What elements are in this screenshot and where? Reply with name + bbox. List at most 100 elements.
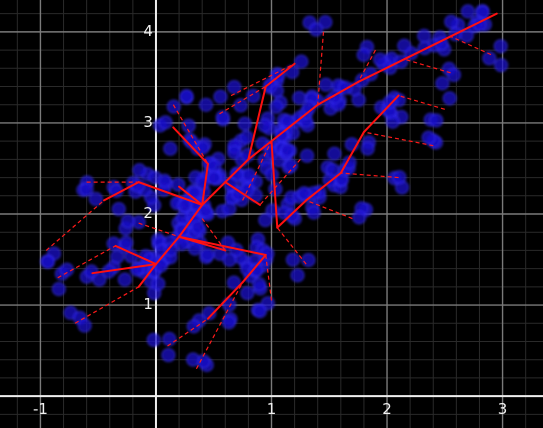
branch-edge — [178, 235, 267, 256]
data-point — [240, 286, 255, 301]
branch-edge — [264, 62, 296, 88]
data-point — [187, 185, 202, 200]
data-point — [111, 202, 126, 217]
dashed-edge — [305, 199, 353, 220]
data-point — [249, 263, 264, 278]
data-point — [88, 191, 103, 206]
data-point — [292, 90, 307, 105]
branch-edge — [224, 181, 261, 206]
data-point — [146, 332, 161, 347]
y-tick-label: 4 — [143, 22, 153, 40]
branch-network — [91, 12, 498, 320]
data-point — [222, 252, 237, 267]
branch-edge — [178, 203, 204, 238]
branch-edge — [305, 172, 342, 202]
x-tick-label: 2 — [382, 400, 392, 418]
branch-edge — [137, 263, 157, 288]
dashed-connections — [45, 31, 492, 370]
data-point — [294, 54, 309, 69]
dashed-edge — [357, 49, 377, 83]
data-point — [117, 272, 132, 287]
data-point — [493, 39, 508, 54]
data-point — [429, 113, 444, 128]
data-point — [352, 210, 367, 225]
data-point — [92, 272, 107, 287]
data-point — [162, 332, 177, 347]
data-point — [227, 145, 242, 160]
data-point — [252, 277, 267, 292]
branch-edge — [201, 181, 227, 206]
x-tick-label: 1 — [267, 400, 277, 418]
dashed-edge — [242, 140, 273, 201]
data-point — [239, 130, 254, 145]
branch-edge — [362, 94, 400, 134]
data-point — [164, 242, 179, 257]
data-point — [356, 47, 371, 62]
branch-edge — [247, 85, 267, 161]
branch-edge — [449, 12, 498, 38]
data-point — [285, 208, 300, 223]
branch-edge — [91, 263, 157, 275]
data-point — [179, 89, 194, 104]
data-point — [186, 352, 201, 367]
branch-edge — [224, 158, 250, 184]
data-point — [373, 52, 388, 67]
data-point — [309, 22, 324, 37]
branch-edge — [102, 181, 140, 202]
data-point — [237, 116, 252, 131]
branch-edge — [172, 126, 209, 165]
data-point — [297, 186, 312, 201]
dashed-edge — [259, 158, 301, 206]
data-point — [360, 141, 375, 156]
data-point — [158, 115, 173, 130]
branch-edge — [293, 103, 319, 124]
data-point — [327, 146, 342, 161]
data-point — [199, 97, 214, 112]
data-point — [301, 253, 316, 268]
branch-edge — [276, 199, 308, 229]
data-point — [215, 110, 230, 125]
data-point — [318, 15, 333, 30]
data-point — [77, 318, 92, 333]
dashed-edge — [57, 245, 116, 279]
data-point — [397, 38, 412, 53]
dashed-edge — [45, 199, 105, 251]
data-point — [285, 252, 300, 267]
data-point — [106, 236, 121, 251]
branch-edge — [270, 140, 279, 229]
branch-edge — [114, 244, 157, 266]
dashed-edge — [317, 31, 325, 105]
data-point — [40, 254, 55, 269]
dashed-edge — [167, 318, 209, 347]
data-point — [213, 89, 228, 104]
data-point — [226, 275, 241, 290]
dashed-edge — [450, 35, 492, 56]
data-point — [318, 77, 333, 92]
data-point — [206, 170, 221, 185]
y-tick-label: 1 — [143, 295, 153, 313]
data-point — [482, 51, 497, 66]
branch-edge — [201, 162, 209, 206]
dashed-edge — [398, 95, 445, 110]
data-point — [252, 304, 267, 319]
data-point — [157, 173, 172, 188]
tick-labels: -1 1 2 3 1 2 3 4 — [33, 22, 507, 418]
branch-edge — [241, 253, 267, 284]
data-point — [421, 130, 436, 145]
data-point — [242, 168, 257, 183]
data-point — [110, 249, 125, 264]
data-point — [444, 14, 459, 29]
data-point — [257, 118, 272, 133]
branch-edge — [247, 140, 273, 161]
branch-edge — [178, 185, 204, 206]
data-point — [460, 4, 475, 19]
dashed-edge — [195, 282, 244, 370]
data-point — [190, 220, 205, 235]
data-point — [258, 213, 273, 228]
y-tick-label: 2 — [143, 204, 153, 222]
data-point — [161, 348, 176, 363]
branch-edge — [178, 235, 227, 252]
data-point — [442, 91, 457, 106]
dashed-edge — [138, 222, 180, 238]
